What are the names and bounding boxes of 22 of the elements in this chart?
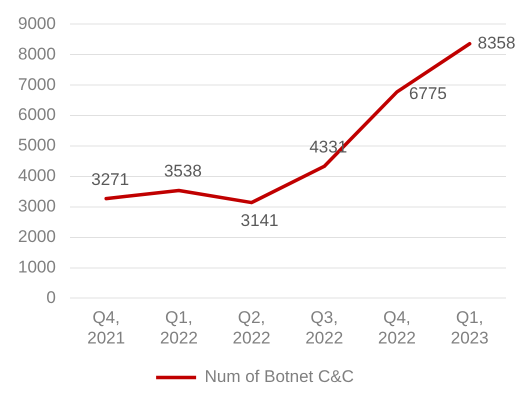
y-tick-label: 3000 — [18, 196, 56, 216]
x-tick-label: Q1, 2022 — [160, 308, 198, 348]
y-tick-label: 2000 — [18, 227, 56, 246]
y-tick-label: 0 — [46, 288, 56, 307]
x-tick-label: Q3, 2022 — [305, 308, 344, 348]
y-tick-label: 1000 — [18, 257, 56, 276]
data-label: 3538 — [164, 162, 202, 181]
y-tick-label: 9000 — [18, 14, 56, 33]
y-tick-label: 5000 — [18, 136, 56, 155]
data-label: 6775 — [408, 84, 447, 104]
x-tick-label: Q1, 2023 — [450, 308, 489, 348]
y-tick-label: 6000 — [18, 105, 56, 124]
data-label: 3271 — [91, 170, 130, 189]
y-tick-label: 7000 — [18, 74, 56, 94]
legend-label: Num of Botnet C&C — [204, 367, 354, 386]
y-tick-label: 8000 — [18, 44, 56, 64]
x-tick-label: Q2, 2022 — [232, 308, 270, 348]
data-label: 8358 — [478, 33, 516, 52]
data-label: 3141 — [240, 210, 278, 230]
y-tick-label: 4000 — [18, 166, 56, 186]
x-tick-label: Q4, 2021 — [87, 308, 126, 348]
x-tick-label: Q4, 2022 — [378, 308, 416, 348]
